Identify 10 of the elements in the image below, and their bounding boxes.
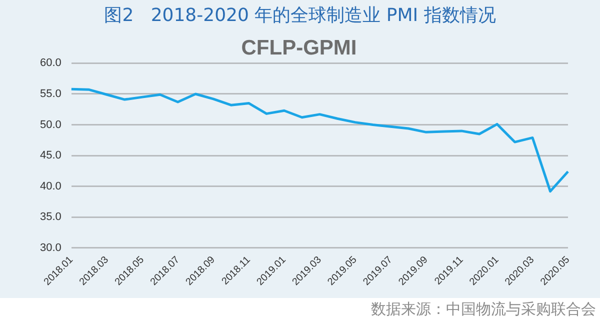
y-tick-label: 40.0 (40, 180, 62, 192)
y-tick-label: 55.0 (40, 88, 62, 100)
chart-subtitle: CFLP-GPMI (241, 36, 357, 60)
chart-title: 图2 2018-2020 年的全球制造业 PMI 指数情况 (103, 4, 497, 28)
y-tick-label: 50.0 (40, 118, 62, 131)
source-note: 数据来源：中国物流与采购联合会 (371, 300, 596, 319)
y-tick-label: 45.0 (40, 150, 62, 162)
y-tick-label: 60.0 (40, 57, 62, 70)
y-tick-label: 35.0 (40, 211, 62, 224)
y-tick-label: 30.0 (40, 242, 62, 254)
